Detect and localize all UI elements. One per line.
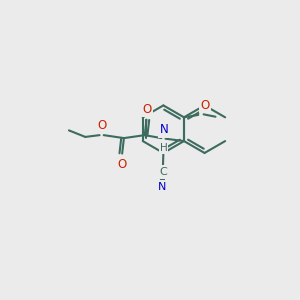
Text: O: O — [117, 158, 127, 171]
Text: O: O — [201, 99, 210, 112]
Text: O: O — [97, 119, 106, 132]
Text: O: O — [142, 103, 152, 116]
Text: C: C — [159, 167, 167, 177]
Text: N: N — [158, 182, 166, 193]
Text: H: H — [160, 143, 168, 153]
Text: N: N — [159, 123, 168, 136]
